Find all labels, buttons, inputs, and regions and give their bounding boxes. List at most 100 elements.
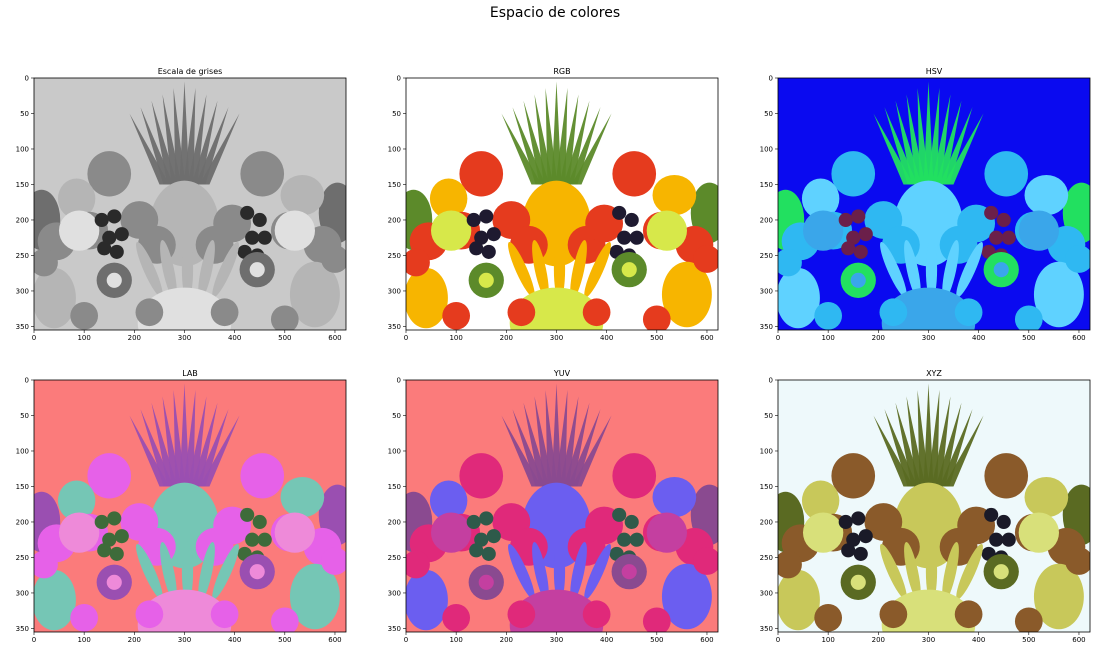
pineapple-leaf	[931, 94, 951, 185]
grape	[841, 543, 856, 558]
grape	[466, 514, 481, 530]
x-tick-label: 400	[228, 636, 241, 644]
pineapple-leaf	[191, 100, 218, 185]
grape	[984, 507, 999, 522]
y-tick-label: 250	[16, 554, 29, 562]
grape	[486, 529, 501, 544]
y-tick-label: 100	[760, 447, 773, 455]
banana	[956, 543, 983, 600]
grape	[1001, 532, 1016, 547]
fruit-pepper-right	[612, 453, 657, 499]
fruit-right	[1024, 476, 1069, 518]
kiwi-right-core	[993, 262, 1009, 278]
fruit-small	[582, 600, 611, 629]
grape	[97, 543, 112, 558]
x-tick-label: 0	[776, 636, 780, 644]
fruit-bottom-right	[289, 261, 340, 328]
grape	[474, 532, 489, 547]
pineapple-leaf	[935, 100, 962, 185]
grape	[989, 230, 1004, 245]
pineapple-leaf	[917, 389, 930, 487]
fruit-small	[34, 550, 58, 579]
banana	[181, 239, 194, 300]
banana	[212, 543, 239, 600]
x-tick-label: 300	[922, 334, 935, 342]
y-tick-label: 50	[764, 110, 773, 118]
pineapple-leaf	[191, 402, 218, 487]
fruit-pepper-right	[984, 453, 1029, 499]
grape	[984, 205, 999, 220]
x-tick-label: 0	[404, 636, 408, 644]
grape	[252, 212, 267, 228]
y-tick-label: 200	[760, 518, 773, 526]
x-tick-label: 300	[922, 636, 935, 644]
banana	[925, 541, 938, 602]
fruit-pepper-left	[459, 151, 504, 197]
orange-half-left	[802, 210, 844, 251]
x-tick-label: 0	[404, 334, 408, 342]
fruit-left	[429, 480, 468, 521]
x-tick-label: 200	[872, 334, 885, 342]
y-tick-label: 100	[16, 447, 29, 455]
pineapple-leaf	[183, 87, 196, 185]
banana	[160, 542, 177, 602]
y-tick-label: 150	[388, 483, 401, 491]
y-tick-label: 200	[760, 216, 773, 224]
banana	[508, 241, 535, 298]
kiwi-right-core	[993, 564, 1009, 580]
x-tick-label: 400	[600, 334, 613, 342]
fruit-small	[1014, 607, 1043, 632]
grape	[240, 507, 255, 522]
fruit-small	[406, 248, 430, 277]
orange-half-left	[58, 210, 100, 251]
y-tick-label: 300	[16, 589, 29, 597]
fruit-small	[70, 301, 99, 330]
banana	[584, 241, 611, 298]
pineapple-leaf	[943, 113, 984, 185]
fruit-small	[1065, 245, 1090, 273]
fruit-bottom-left	[778, 569, 820, 631]
grape	[109, 244, 124, 259]
y-tick-label: 0	[769, 75, 773, 83]
y-tick-label: 200	[388, 518, 401, 526]
y-tick-label: 0	[769, 377, 773, 385]
fruit-pepper-left	[87, 453, 132, 499]
grape	[107, 209, 122, 224]
banana	[942, 542, 959, 602]
grape	[996, 212, 1011, 228]
x-tick-label: 200	[128, 636, 141, 644]
grape	[612, 205, 627, 220]
x-tick-label: 500	[1022, 636, 1035, 644]
grape	[624, 514, 639, 530]
fruit-bottom-right	[289, 563, 340, 630]
pineapple-leaf	[563, 402, 590, 487]
x-tick-label: 300	[550, 636, 563, 644]
fruit-small	[210, 600, 239, 629]
x-tick-label: 200	[128, 334, 141, 342]
subplot-image	[406, 380, 718, 632]
orange-half-left	[58, 512, 100, 553]
axes-frame	[33, 77, 347, 331]
fruit-small	[442, 301, 471, 330]
fruit-small	[270, 305, 299, 330]
grape	[94, 212, 109, 228]
grape	[1001, 230, 1016, 245]
grape	[846, 532, 861, 547]
y-tick-label: 50	[20, 412, 29, 420]
y-tick-label: 50	[764, 412, 773, 420]
grape	[629, 532, 644, 547]
fruit-small	[693, 245, 718, 273]
x-tick-label: 300	[178, 334, 191, 342]
y-tick-label: 0	[397, 377, 401, 385]
y-tick-label: 200	[16, 216, 29, 224]
kiwi-left-core	[850, 272, 866, 288]
subplot-image	[778, 78, 1090, 330]
subplot-image	[34, 78, 346, 330]
y-tick-label: 50	[392, 412, 401, 420]
pineapple-leaf	[939, 107, 973, 185]
axes-frame	[405, 77, 719, 331]
pineapple-leaf	[151, 402, 178, 487]
x-tick-label: 200	[872, 636, 885, 644]
grape	[107, 511, 122, 526]
subplot-image	[34, 380, 346, 632]
